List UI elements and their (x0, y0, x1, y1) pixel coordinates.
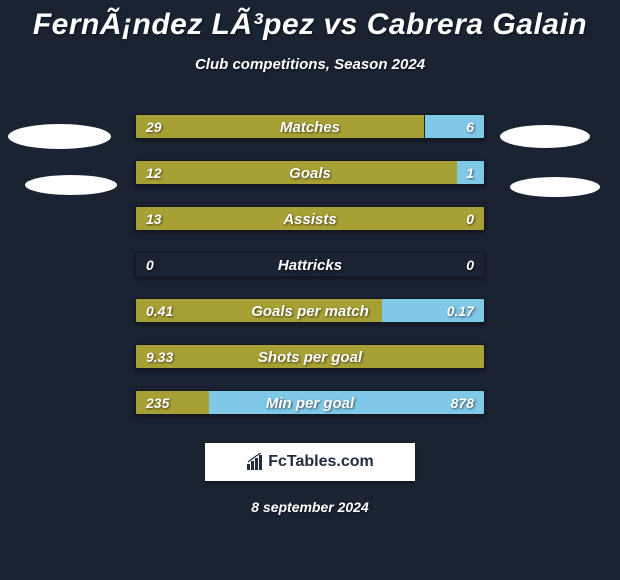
bar-container: Hattricks0 0 (135, 252, 485, 277)
date-text: 8 september 2024 (0, 499, 620, 515)
bar-right (425, 115, 485, 138)
bar-right (457, 161, 484, 184)
stat-row: Assists130 (0, 195, 620, 241)
bar-left (136, 161, 457, 184)
player-placeholder (8, 124, 111, 149)
page-title: FernÃ¡ndez LÃ³pez vs Cabrera Galain (0, 0, 620, 42)
chart-icon (246, 453, 264, 471)
bar-left (136, 345, 484, 368)
stat-row: Hattricks0 0 (0, 241, 620, 287)
bar-right (209, 391, 484, 414)
bar-left (136, 391, 209, 414)
stat-row: Min per goal235878 (0, 379, 620, 425)
bar-container: Goals121 (135, 160, 485, 185)
bar-container: Min per goal235878 (135, 390, 485, 415)
bar-right (382, 299, 484, 322)
bar-container: Matches296 (135, 114, 485, 139)
bar-container: Assists130 (135, 206, 485, 231)
comparison-chart: Matches296 Goals121 Assists130 Hattricks0 0 G… (0, 103, 620, 425)
player-placeholder (500, 125, 590, 148)
bar-left (136, 299, 382, 322)
bar-left (136, 207, 484, 230)
player-placeholder (25, 175, 117, 195)
bar-container: Goals per match0.410.17 (135, 298, 485, 323)
stat-row: Shots per goal9.33 (0, 333, 620, 379)
bar-container: Shots per goal9.33 (135, 344, 485, 369)
subtitle: Club competitions, Season 2024 (0, 56, 620, 73)
stat-row: Goals per match0.410.17 (0, 287, 620, 333)
brand-text: FcTables.com (268, 453, 374, 471)
player-placeholder (510, 177, 600, 197)
value-right: 0 (466, 253, 474, 277)
value-left: 0 (146, 253, 154, 277)
brand-link[interactable]: FcTables.com (205, 443, 415, 481)
bar-label: Hattricks (136, 253, 484, 277)
bar-left (136, 115, 424, 138)
